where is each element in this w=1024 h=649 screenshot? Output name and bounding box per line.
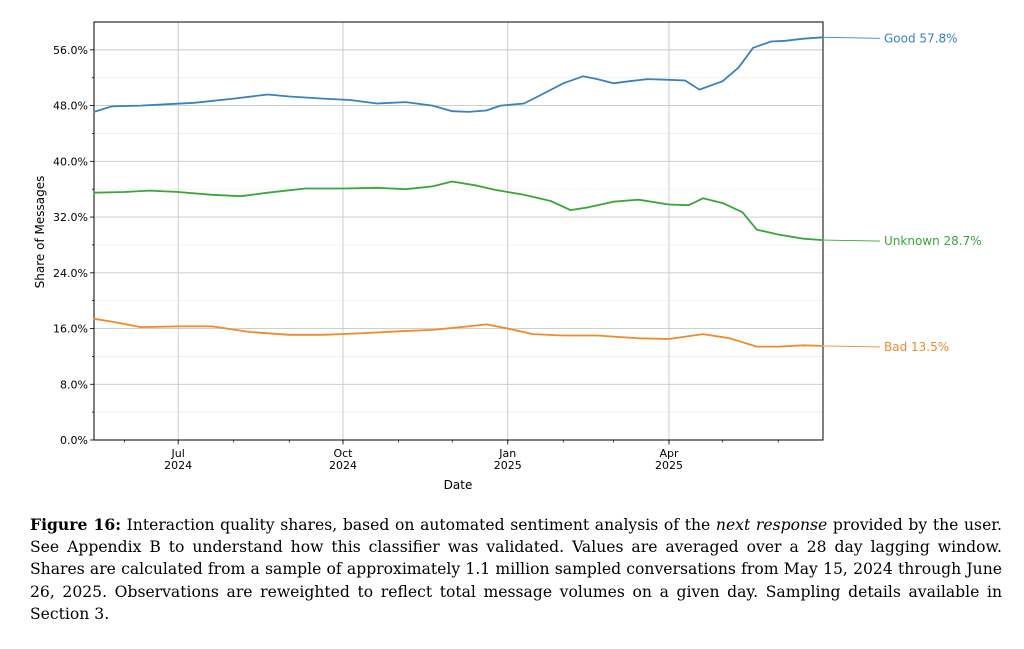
y-tick-label: 8.0% <box>60 378 88 391</box>
y-tick-label: 32.0% <box>53 211 88 224</box>
x-tick-label-year: 2025 <box>494 459 522 472</box>
y-tick-label: 24.0% <box>53 267 88 280</box>
end-label-leader-unknown <box>822 239 881 242</box>
y-tick-label: 56.0% <box>53 44 88 57</box>
x-tick-label-year: 2024 <box>329 459 357 472</box>
x-tick-label-month: Oct <box>333 447 353 460</box>
plot-area-frame <box>93 21 824 441</box>
caption-text-after: provided by the user. See Appendix B to … <box>30 516 1002 623</box>
caption-text-before: Interaction quality shares, based on aut… <box>120 516 716 534</box>
grid-lines <box>94 22 823 441</box>
series-line-good <box>93 36 824 113</box>
y-axis: 0.0% 8.0% 16.0% 24.0% 32.0% 40.0% 48.0% 56.0% <box>53 44 94 447</box>
y-tick-label: 16.0% <box>53 323 88 336</box>
y-tick-label: 48.0% <box>53 100 88 113</box>
x-tick-label-month: Apr <box>659 447 679 460</box>
caption-emphasis: next response <box>715 516 828 534</box>
end-label-leader-good <box>822 36 881 39</box>
end-label-leader-bad <box>822 345 881 348</box>
end-label-good: Good 57.8% <box>884 31 958 45</box>
y-tick-label: 40.0% <box>53 155 88 168</box>
x-axis-label: Date <box>444 478 473 492</box>
caption-label: Figure 16: <box>30 515 121 534</box>
end-label-unknown: Unknown 28.7% <box>884 234 982 248</box>
y-tick-label: 0.0% <box>60 434 88 447</box>
x-tick-label-month: Jul <box>171 447 185 460</box>
end-labels: Good 57.8% Unknown 28.7% Bad 13.5% <box>822 31 982 354</box>
figure-caption: Figure 16: Interaction quality shares, b… <box>30 514 1002 625</box>
y-axis-label: Share of Messages <box>33 176 47 289</box>
series-layer <box>93 36 824 348</box>
end-label-bad: Bad 13.5% <box>884 340 949 354</box>
x-tick-label-year: 2024 <box>164 459 192 472</box>
series-line-bad <box>93 317 824 348</box>
series-line-unknown <box>93 180 824 241</box>
x-tick-label-month: Jan <box>498 447 516 460</box>
line-chart: 0.0% 8.0% 16.0% 24.0% 32.0% 40.0% 48.0% 56.0% J… <box>33 21 982 492</box>
x-tick-label-year: 2025 <box>655 459 683 472</box>
